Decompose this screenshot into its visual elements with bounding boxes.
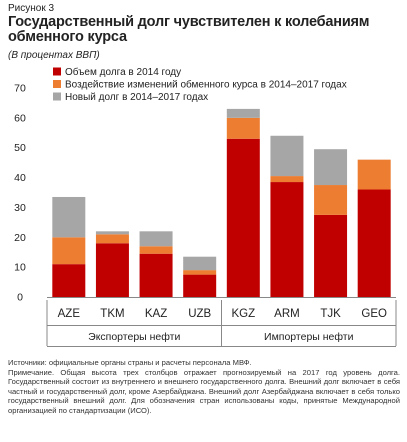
legend-label-1: Воздействие изменений обменного курса в … bbox=[65, 79, 347, 91]
y-tick-label-60: 60 bbox=[14, 112, 26, 124]
x-tick-label-tjk: TJK bbox=[320, 308, 341, 320]
y-tick-label-30: 30 bbox=[14, 202, 26, 214]
group-label-1: Импортеры нефти bbox=[264, 331, 354, 343]
bar-geo-series-0 bbox=[357, 189, 391, 297]
legend-label-2: Новый долг в 2014–2017 годах bbox=[65, 92, 208, 103]
bar-kaz-series-2 bbox=[139, 231, 173, 247]
bar-aze-series-0 bbox=[52, 264, 86, 297]
bar-aze-series-1 bbox=[52, 237, 86, 265]
x-tick-label-uzb: UZB bbox=[188, 308, 211, 320]
legend-label-0: Объем долга в 2014 году bbox=[65, 66, 181, 78]
bar-uzb-series-1 bbox=[183, 270, 217, 275]
bar-uzb-series-2 bbox=[183, 256, 217, 271]
bar-arm-series-0 bbox=[270, 182, 304, 297]
bar-tjk-series-1 bbox=[314, 185, 348, 215]
y-tick-label-50: 50 bbox=[14, 142, 26, 154]
bar-kaz-series-1 bbox=[139, 246, 173, 254]
bar-geo-series-1 bbox=[357, 159, 391, 190]
legend-swatch-1 bbox=[53, 80, 61, 88]
legend-swatch-0 bbox=[53, 67, 61, 76]
figure-label: Рисунок 3 bbox=[8, 3, 55, 14]
bar-arm-series-2 bbox=[270, 135, 304, 177]
x-tick-label-kgz: KGZ bbox=[231, 308, 255, 320]
bar-tkm-series-2 bbox=[95, 231, 129, 235]
x-tick-label-kaz: KAZ bbox=[145, 308, 167, 320]
bar-arm-series-1 bbox=[270, 176, 304, 183]
x-tick-label-arm: ARM bbox=[274, 308, 300, 320]
y-tick-label-10: 10 bbox=[14, 262, 26, 274]
y-tick-label-70: 70 bbox=[14, 83, 26, 95]
bar-tjk-series-0 bbox=[314, 214, 348, 297]
y-tick-label-40: 40 bbox=[14, 172, 26, 184]
x-tick-label-aze: AZE bbox=[58, 308, 81, 320]
bar-kgz-series-1 bbox=[226, 117, 260, 139]
x-tick-label-tkm: TKM bbox=[100, 308, 124, 320]
bar-kgz-series-2 bbox=[226, 108, 260, 118]
chart-title: Государственный долг чувствителен к коле… bbox=[8, 14, 370, 45]
bar-tjk-series-2 bbox=[314, 149, 348, 186]
remark-note: Примечание. Общая высота трех столбцов о… bbox=[8, 367, 400, 415]
source-note: Источники: официальные органы страны и р… bbox=[8, 358, 252, 367]
x-tick-label-geo: GEO bbox=[361, 308, 387, 320]
bar-aze-series-2 bbox=[52, 196, 86, 238]
bar-tkm-series-1 bbox=[95, 234, 129, 244]
bar-uzb-series-0 bbox=[183, 274, 217, 297]
legend-swatch-2 bbox=[53, 92, 61, 101]
chart-subtitle: (В процентах ВВП) bbox=[8, 50, 100, 61]
y-tick-label-20: 20 bbox=[14, 232, 26, 244]
y-tick-label-0: 0 bbox=[17, 292, 23, 304]
chart-notes: Источники: официальные органы страны и р… bbox=[8, 358, 400, 416]
bar-tkm-series-0 bbox=[95, 243, 129, 297]
stacked-bar-chart: 0 10 20 30 40 50 60 70 AZE TKM KAZ UZB KGZ ARM TJK GEO Э… bbox=[14, 66, 397, 347]
bar-kaz-series-0 bbox=[139, 253, 173, 297]
group-label-0: Экспортеры нефти bbox=[88, 331, 180, 343]
bar-kgz-series-0 bbox=[226, 138, 260, 297]
